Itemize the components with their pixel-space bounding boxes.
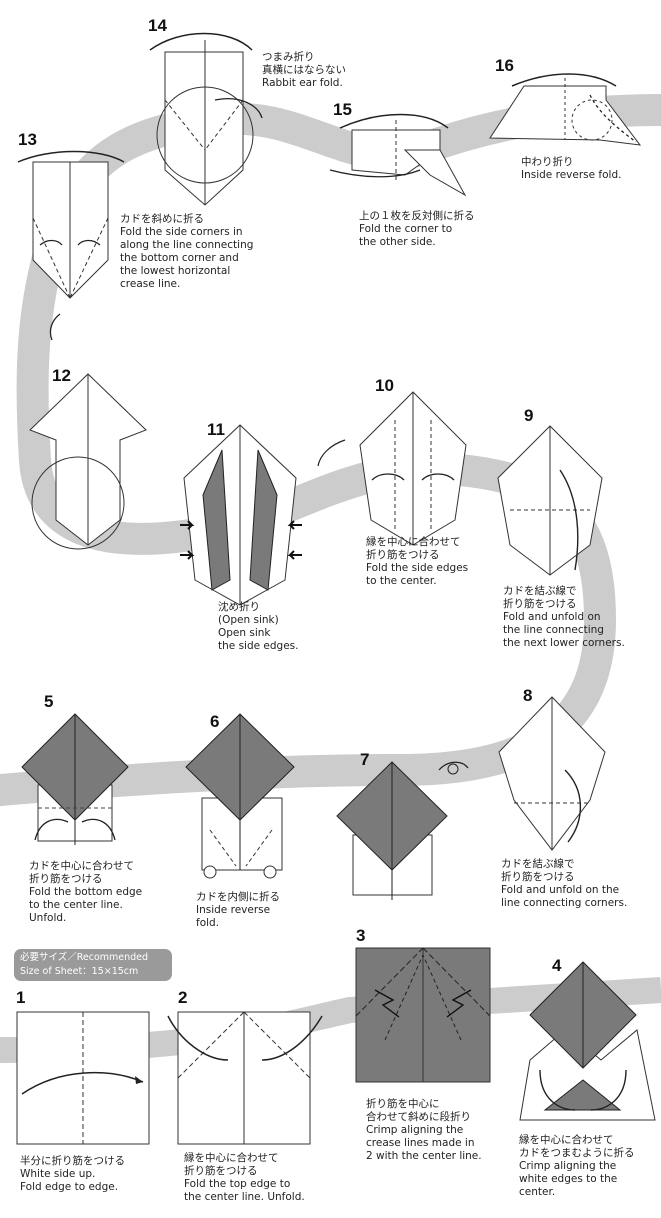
- step-6-caption: カドを内側に折る Inside reverse fold.: [196, 891, 280, 929]
- step-9-diagram: [497, 425, 603, 576]
- step-16-caption: 中わり折り Inside reverse fold.: [521, 156, 622, 181]
- step-2-number: 2: [178, 988, 188, 1007]
- step-7-number: 7: [360, 750, 370, 769]
- step-12-diagram: [29, 313, 147, 550]
- step-3-caption: 折り筋を中心に 合わせて斜めに段折り Crimp aligning the cr…: [366, 1098, 482, 1162]
- step-5-caption: カドを中心に合わせて 折り筋をつける Fold the bottom edge …: [29, 860, 143, 924]
- step-16-diagram: [489, 73, 642, 146]
- step-16-number: 16: [495, 56, 514, 75]
- step-8-number: 8: [523, 686, 533, 705]
- step-3-diagram: [355, 947, 491, 1083]
- step-9-number: 9: [524, 406, 534, 425]
- step-8-caption: カドを結ぶ線で 折り筋をつける Fold and unfold on the l…: [501, 858, 628, 909]
- step-15-number: 15: [333, 100, 352, 119]
- step-11-diagram: [180, 424, 302, 606]
- step-5-diagram: [21, 713, 129, 845]
- step-1-number: 1: [16, 988, 26, 1007]
- recommended-line-2: Size of Sheet：15×15cm: [20, 966, 139, 977]
- step-10-caption: 縁を中心に合わせて 折り筋をつける Fold the side edges to…: [366, 536, 469, 587]
- step-4-number: 4: [552, 956, 562, 975]
- step-13-caption: カドを斜めに折る Fold the side corners in along …: [120, 213, 254, 290]
- step-4-caption: 縁を中心に合わせて カドをつまむように折る Crimp aligning the…: [519, 1134, 635, 1198]
- step-9-caption: カドを結ぶ線で 折り筋をつける Fold and unfold on the l…: [503, 585, 625, 649]
- step-11-caption: 沈め折り (Open sink) Open sink the side edge…: [218, 601, 299, 652]
- step-15-diagram: [329, 113, 467, 197]
- step-2-diagram: [167, 1011, 323, 1145]
- step-13-number: 13: [18, 130, 37, 149]
- step-10-number: 10: [375, 376, 394, 395]
- step-2-caption: 縁を中心に合わせて 折り筋をつける Fold the top edge to t…: [184, 1152, 305, 1203]
- step-14-diagram: [149, 32, 263, 206]
- step-5-number: 5: [44, 692, 54, 711]
- step-1-diagram: [16, 1011, 150, 1145]
- step-11-number: 11: [207, 420, 225, 439]
- step-7-diagram: [336, 761, 469, 900]
- step-4-diagram: [519, 961, 656, 1121]
- background-band: [0, 94, 661, 806]
- step-13-diagram: [17, 150, 125, 299]
- step-12-number: 12: [52, 366, 71, 385]
- step-8-diagram: [498, 696, 606, 851]
- step-10-diagram: [317, 391, 467, 546]
- step-14-number: 14: [148, 16, 167, 35]
- step-6-diagram: [185, 713, 295, 879]
- recommended-line-1: 必要サイズ／Recommended: [20, 952, 149, 963]
- step-15-caption: 上の１枚を反対側に折る Fold the corner to the other…: [359, 210, 475, 248]
- step-14-caption: つまみ折り 真横にはならない Rabbit ear fold.: [262, 51, 346, 89]
- step-3-number: 3: [356, 926, 366, 945]
- step-1-caption: 半分に折り筋をつける White side up. Fold edge to e…: [20, 1155, 125, 1193]
- recommended-size-badge: 必要サイズ／Recommended Size of Sheet：15×15cm: [14, 949, 172, 981]
- step-6-number: 6: [210, 712, 220, 731]
